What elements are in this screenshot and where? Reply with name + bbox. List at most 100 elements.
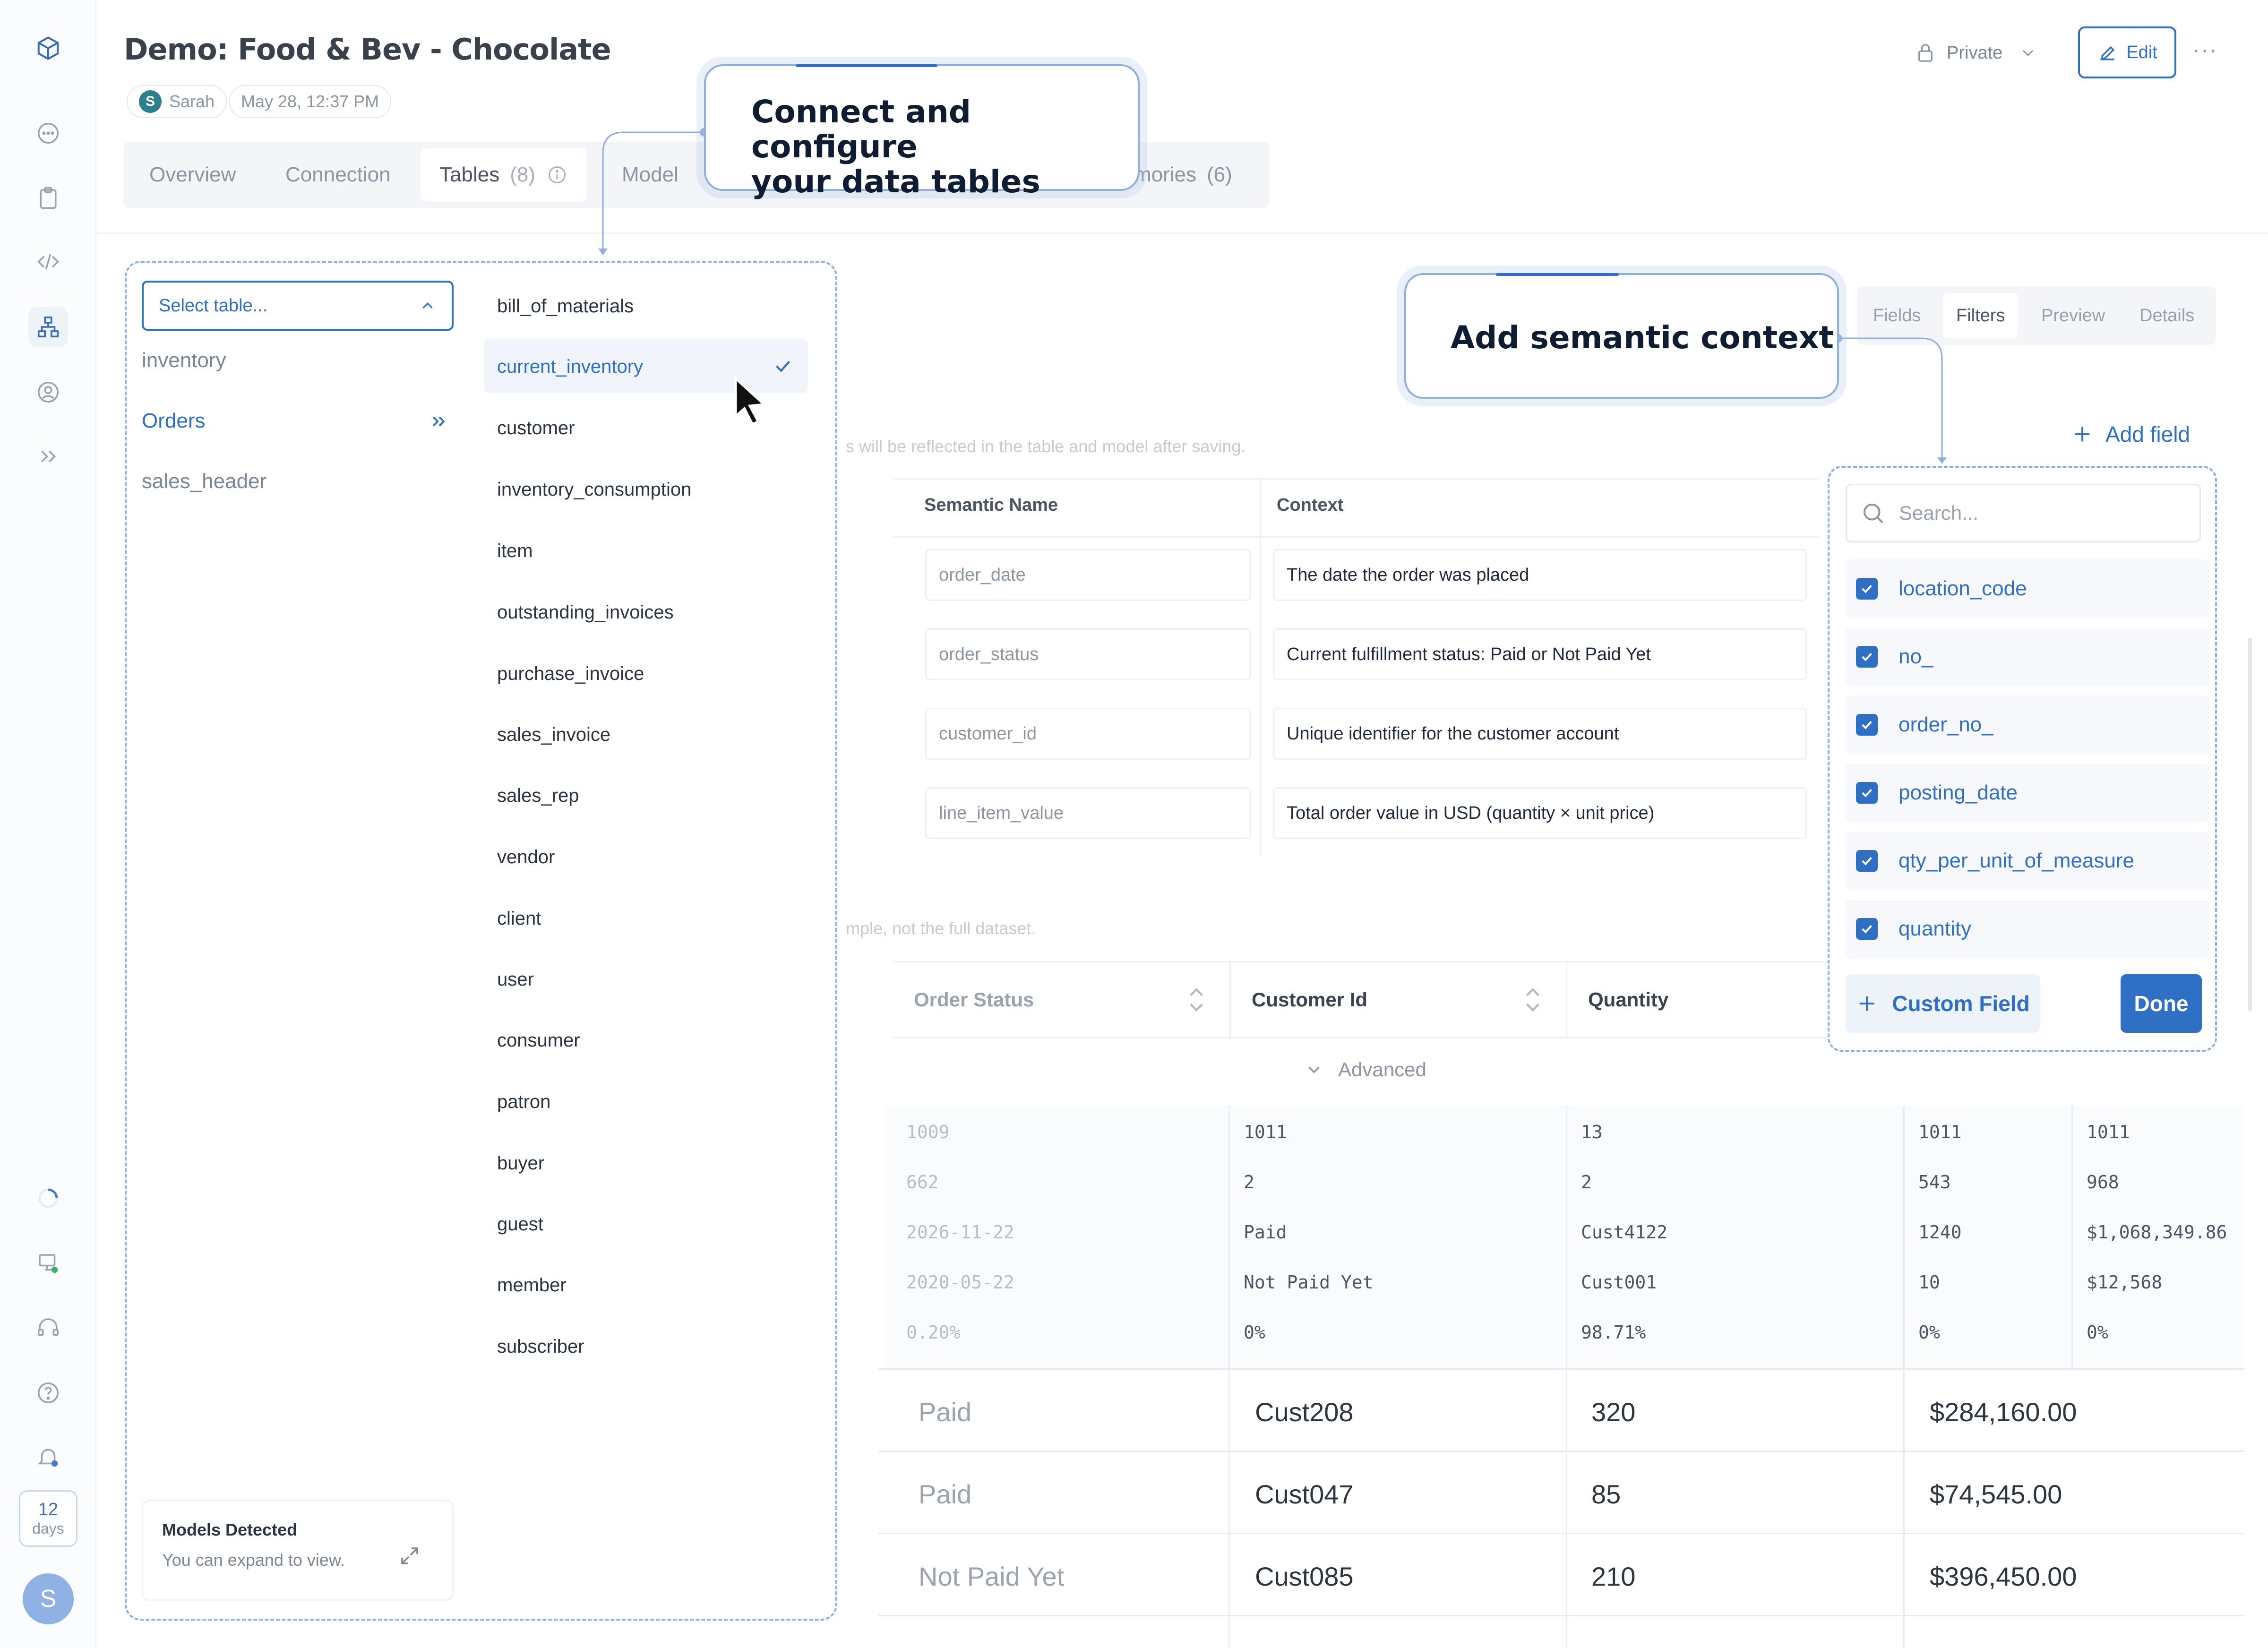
stat-cell: 0%	[1918, 1322, 1940, 1343]
table-option[interactable]: sales_rep	[497, 785, 579, 806]
field-option[interactable]: quantity	[1846, 900, 2209, 958]
subtab-preview[interactable]: Preview	[2041, 305, 2105, 326]
models-detected-title: Models Detected	[162, 1520, 298, 1539]
lock-icon	[1918, 44, 1933, 62]
models-detected-card[interactable]: Models Detected You can expand to view.	[142, 1500, 454, 1601]
semantic-table-header	[893, 478, 1819, 538]
hierarchy-icon[interactable]	[28, 307, 68, 347]
subtab-filters[interactable]: Filters	[1943, 293, 2019, 338]
callout-connect-tables: Connect and configure your data tables	[704, 64, 1140, 199]
semantic-name-field[interactable]: customer_id	[925, 708, 1251, 760]
help-icon[interactable]	[28, 1373, 68, 1413]
table-option[interactable]: bill_of_materials	[497, 296, 634, 317]
cube-logo-icon[interactable]	[28, 28, 68, 68]
stat-cell: 2	[1581, 1172, 1592, 1193]
monitor-status-icon[interactable]	[28, 1244, 68, 1283]
table-option[interactable]: patron	[497, 1091, 551, 1112]
field-search-input[interactable]: Search...	[1846, 484, 2201, 542]
tab-overview[interactable]: Overview	[149, 163, 236, 186]
column-header-quantity[interactable]: Quantity	[1566, 961, 1830, 1039]
subtab-fields[interactable]: Fields	[1873, 305, 1921, 326]
tab-model[interactable]: Model	[622, 163, 679, 186]
row-divider	[879, 1615, 2244, 1616]
headset-icon[interactable]	[28, 1308, 68, 1348]
table-option[interactable]: purchase_invoice	[497, 663, 644, 684]
sort-icon[interactable]	[1187, 987, 1206, 1013]
table-option[interactable]: item	[497, 541, 533, 561]
user-avatar[interactable]: S	[23, 1573, 74, 1624]
table-option[interactable]: user	[497, 969, 534, 990]
checkbox-checked[interactable]	[1856, 578, 1878, 600]
field-option[interactable]: no_	[1846, 627, 2209, 686]
table-option[interactable]: inventory_consumption	[497, 479, 692, 500]
tab-tables[interactable]: Tables (8)	[421, 148, 586, 201]
table-option[interactable]: vendor	[497, 847, 555, 867]
context-field[interactable]: The date the order was placed	[1273, 549, 1807, 601]
expand-sidebar-icon[interactable]	[28, 437, 68, 476]
table-select-dropdown[interactable]: Select table...	[142, 281, 454, 331]
semantic-name-field[interactable]: order_status	[925, 628, 1251, 680]
table-option[interactable]: client	[497, 908, 541, 929]
search-placeholder: Search...	[1899, 502, 1979, 524]
stat-cell: 2026-11-22	[906, 1222, 1014, 1243]
column-stats	[884, 1106, 2244, 1368]
table-option[interactable]: subscriber	[497, 1336, 584, 1357]
left-table-sales-header[interactable]: sales_header	[142, 470, 267, 493]
vertical-scrollbar[interactable]	[2248, 638, 2252, 1011]
column-header-label: Quantity	[1588, 988, 1669, 1011]
field-option[interactable]: order_no_	[1846, 695, 2209, 754]
selected-table-highlight	[484, 339, 808, 393]
models-detected-subtitle: You can expand to view.	[162, 1550, 345, 1570]
table-option[interactable]: sales_invoice	[497, 724, 611, 745]
table-option[interactable]: consumer	[497, 1030, 580, 1051]
custom-field-button[interactable]: Custom Field	[1846, 974, 2040, 1033]
table-option-selected[interactable]: current_inventory	[497, 356, 644, 377]
checkbox-checked[interactable]	[1856, 918, 1878, 940]
expand-arrows-icon[interactable]	[398, 1545, 421, 1567]
bell-icon[interactable]	[28, 1437, 68, 1477]
table-cell: $284,160.00	[1930, 1397, 2077, 1427]
tab-memories-label: mories	[1134, 163, 1197, 186]
field-option[interactable]: qty_per_unit_of_measure	[1846, 832, 2209, 890]
tab-connection[interactable]: Connection	[285, 163, 391, 186]
semantic-name-field[interactable]: line_item_value	[925, 787, 1251, 839]
context-field[interactable]: Total order value in USD (quantity × uni…	[1273, 787, 1807, 839]
trial-days-badge[interactable]: 12 days	[19, 1490, 77, 1547]
add-field-button[interactable]: Add field	[2071, 421, 2190, 447]
advanced-toggle[interactable]: Advanced	[1304, 1058, 1426, 1081]
table-option[interactable]: buyer	[497, 1153, 545, 1174]
column-header-order-status[interactable]: Order Status	[893, 961, 1229, 1039]
checkbox-checked[interactable]	[1856, 850, 1878, 872]
chat-icon[interactable]	[28, 113, 68, 153]
more-options-button[interactable]: ···	[2192, 37, 2218, 62]
settings-user-icon[interactable]	[28, 372, 68, 412]
stat-cell: Not Paid Yet	[1244, 1272, 1374, 1293]
left-table-inventory[interactable]: inventory	[142, 349, 226, 372]
table-option[interactable]: member	[497, 1275, 567, 1296]
done-button[interactable]: Done	[2121, 974, 2202, 1033]
privacy-dropdown[interactable]: Private	[1915, 26, 2037, 79]
header-divider	[96, 232, 2268, 234]
checkbox-checked[interactable]	[1856, 646, 1878, 668]
code-icon[interactable]	[28, 242, 68, 282]
column-header-customer-id[interactable]: Customer Id	[1229, 961, 1566, 1039]
table-option[interactable]: customer	[497, 418, 575, 438]
context-field[interactable]: Unique identifier for the customer accou…	[1273, 708, 1807, 760]
stat-cell: 2020-05-22	[906, 1272, 1014, 1293]
stat-cell: 1011	[2087, 1122, 2130, 1142]
stat-cell: 543	[1918, 1172, 1951, 1193]
semantic-name-field[interactable]: order_date	[925, 549, 1251, 601]
sort-icon[interactable]	[1523, 987, 1542, 1013]
context-field[interactable]: Current fulfillment status: Paid or Not …	[1273, 628, 1807, 680]
clipboard-icon[interactable]	[28, 179, 68, 218]
field-option[interactable]: location_code	[1846, 559, 2209, 618]
checkbox-checked[interactable]	[1856, 782, 1878, 804]
checkbox-checked[interactable]	[1856, 714, 1878, 736]
edit-button[interactable]: Edit	[2078, 26, 2176, 78]
field-option[interactable]: posting_date	[1846, 764, 2209, 822]
left-table-orders[interactable]: Orders	[142, 409, 449, 433]
subtab-details[interactable]: Details	[2139, 305, 2195, 326]
table-option[interactable]: outstanding_invoices	[497, 602, 674, 623]
table-option[interactable]: guest	[497, 1214, 543, 1235]
tab-memories[interactable]: mories (6)	[1134, 142, 1232, 208]
